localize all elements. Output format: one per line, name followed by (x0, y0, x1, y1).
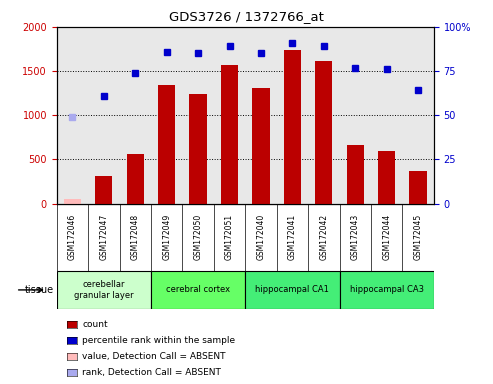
Bar (64, 199, 81, 204)
Text: GSM172050: GSM172050 (194, 214, 203, 260)
Text: GSM172045: GSM172045 (414, 214, 423, 260)
Bar (127, 154, 144, 204)
Bar (245, 271, 340, 309)
Text: GSM172044: GSM172044 (382, 214, 391, 260)
Text: GSM172041: GSM172041 (288, 214, 297, 260)
Text: rank, Detection Call = ABSENT: rank, Detection Call = ABSENT (82, 368, 221, 377)
Text: percentile rank within the sample: percentile rank within the sample (82, 336, 236, 345)
Text: cerebellar
granular layer: cerebellar granular layer (74, 280, 134, 300)
Text: hippocampal CA1: hippocampal CA1 (255, 285, 329, 295)
Text: GSM172049: GSM172049 (162, 214, 171, 260)
Text: GSM172047: GSM172047 (99, 214, 108, 260)
Text: hippocampal CA3: hippocampal CA3 (350, 285, 423, 295)
Text: cerebral cortex: cerebral cortex (166, 285, 230, 295)
Text: GSM172043: GSM172043 (351, 214, 360, 260)
Text: tissue: tissue (25, 285, 54, 295)
Bar (189, 94, 207, 204)
Text: GSM172040: GSM172040 (256, 214, 266, 260)
Bar (284, 50, 301, 204)
Bar (340, 271, 434, 309)
Bar (378, 151, 395, 204)
Text: GDS3726 / 1372766_at: GDS3726 / 1372766_at (169, 10, 324, 23)
Bar (158, 85, 176, 204)
Text: value, Detection Call = ABSENT: value, Detection Call = ABSENT (82, 352, 226, 361)
Text: GSM172046: GSM172046 (68, 214, 77, 260)
Text: GSM172051: GSM172051 (225, 214, 234, 260)
Bar (252, 88, 270, 204)
Bar (347, 145, 364, 204)
Text: count: count (82, 320, 108, 329)
Bar (410, 171, 427, 204)
Text: GSM172042: GSM172042 (319, 214, 328, 260)
Bar (95, 176, 112, 204)
Bar (151, 271, 245, 309)
Text: GSM172048: GSM172048 (131, 214, 140, 260)
Bar (221, 65, 238, 204)
Bar (315, 61, 332, 204)
Bar (57, 271, 151, 309)
